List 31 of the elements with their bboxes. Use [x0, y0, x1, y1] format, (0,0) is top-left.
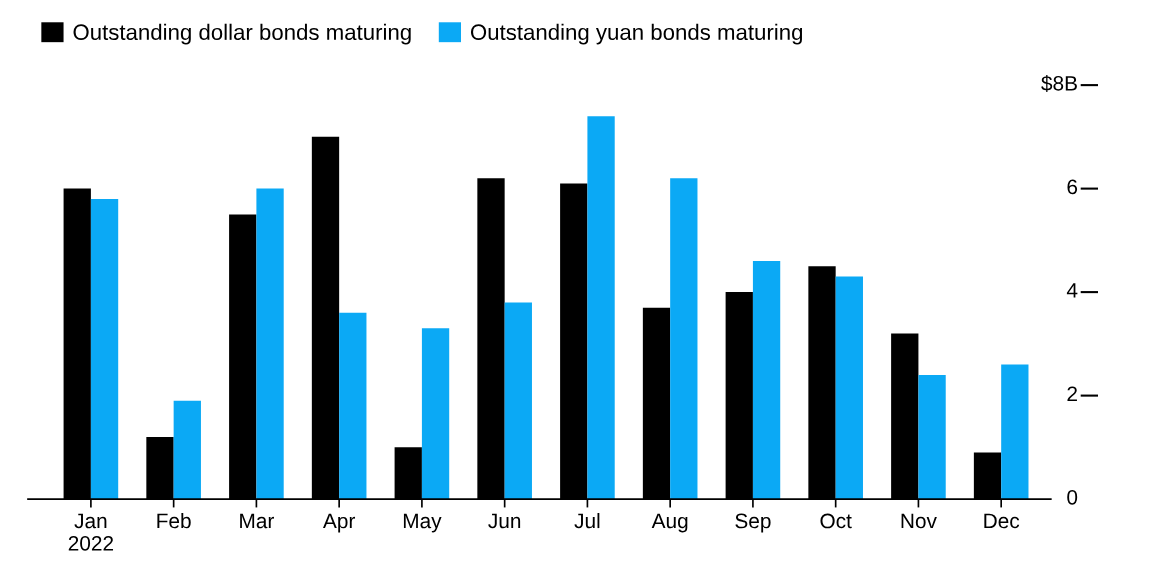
x-tick-label: Jun	[488, 513, 521, 529]
bar	[504, 302, 532, 500]
legend-label: Outstanding yuan bonds maturing	[470, 23, 803, 45]
bar	[587, 116, 615, 500]
bar	[918, 374, 946, 500]
bar	[256, 188, 284, 500]
x-tick-label: Oct	[820, 513, 852, 529]
y-tick-label: 2	[1067, 386, 1077, 401]
x-tick-label: Aug	[651, 513, 688, 533]
x-tick-label: Dec	[984, 513, 1020, 529]
x-tick-label: Nov	[901, 513, 937, 529]
x-tick-label: Mar	[240, 513, 274, 529]
bar	[90, 198, 119, 500]
x-tick-label: May	[403, 513, 442, 533]
bar	[421, 328, 450, 500]
y-tick-label: 4	[1066, 283, 1078, 298]
x-tick-label: Apr	[322, 513, 356, 533]
bar	[339, 312, 367, 500]
x-tick-label: Jan 2022	[68, 513, 114, 551]
x-tick-label: Feb	[157, 512, 191, 529]
x-tick-label: Sep	[735, 513, 771, 533]
y-tick-label: $8B	[1041, 75, 1077, 92]
legend-label: Outstanding dollar bonds maturing	[73, 23, 411, 45]
bar	[173, 400, 201, 500]
bar	[670, 178, 698, 500]
y-tick-label: 0	[1067, 489, 1078, 505]
bar	[835, 276, 863, 500]
bar	[752, 261, 781, 500]
y-tick-label: 6	[1067, 179, 1078, 195]
bar	[1001, 364, 1029, 500]
x-tick-label: Jul	[574, 512, 600, 529]
